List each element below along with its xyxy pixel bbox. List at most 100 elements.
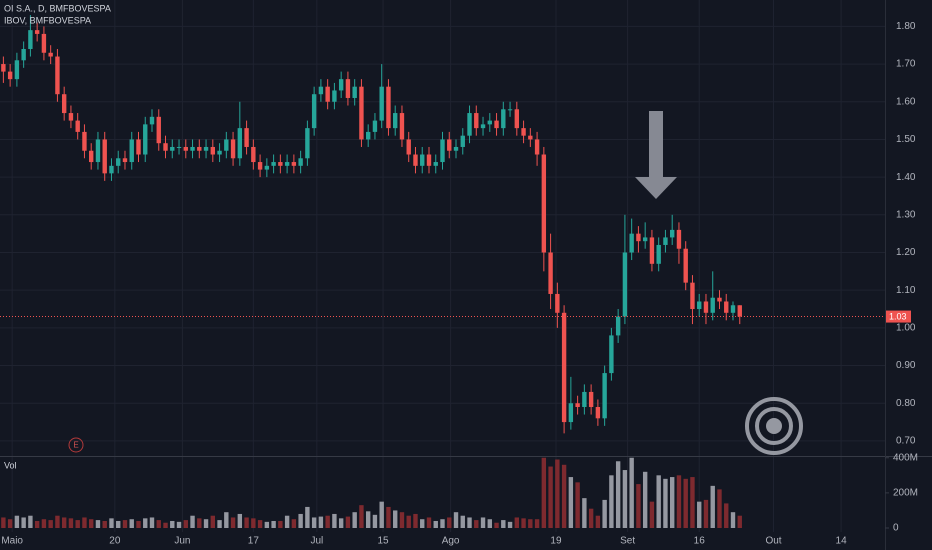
volume-bar [386,506,391,528]
volume-bar [129,519,134,528]
last-price-box [886,310,911,323]
candle-body [555,293,560,313]
candle-body [582,391,587,408]
volume-bar [298,513,303,528]
volume-bar [21,517,26,528]
candle-body [318,86,324,95]
candle-body [82,131,87,151]
volume-bar [237,513,243,528]
volume-bar [514,517,520,528]
candle-body [129,139,134,163]
candle-body [278,162,283,166]
volume-bar [467,517,472,528]
volume-bar [372,514,378,528]
volume-bar [325,515,330,528]
volume-bar [561,464,567,528]
volume-bar [82,517,87,528]
volume-bar [68,518,74,528]
volume-bar [440,519,445,528]
x-tick-label: Set [620,536,635,547]
y-tick-label: 1.50 [896,134,916,145]
volume-bar [143,518,148,528]
candle-body [176,146,182,148]
candle-body [514,109,520,129]
volume-bar [95,520,101,528]
volume-bar [683,478,688,528]
volume-tick-label: 400M [893,452,918,463]
svg-text:E: E [73,441,78,450]
volume-bar [41,519,47,528]
volume-label: Vol [4,460,17,470]
volume-bar [710,485,715,528]
y-tick-label: 1.30 [896,209,916,220]
y-tick-label: 1.20 [896,247,916,258]
volume-bar [622,470,628,528]
candle-body [642,237,648,242]
candle-body [359,86,364,140]
volume-bar [615,461,621,528]
candle-body [264,165,270,170]
candle-body [494,120,499,129]
candle-body [649,237,655,264]
y-tick-label: 1.40 [896,172,916,183]
candle-body [426,154,432,166]
candle-body [257,162,263,170]
candle-body [521,128,526,136]
volume-bar [669,477,675,528]
volume-bar [582,498,587,528]
candle-body [34,30,40,34]
candle-body [629,233,634,253]
volume-bar [359,505,364,528]
candle-body [609,335,614,374]
volume-bar [588,508,594,528]
volume-bar [663,478,668,528]
candle-body [237,128,243,159]
y-tick-label: 0.70 [896,436,916,447]
candle-body [413,154,418,166]
candle-body [588,391,594,408]
x-tick-label: 17 [248,536,260,547]
volume-bar [568,477,574,528]
y-tick-label: 1.60 [896,96,916,107]
volume-bar [61,517,67,528]
candle-body [420,154,425,166]
volume-bar [284,515,290,528]
candle-body [190,146,195,151]
volume-bar [136,520,141,528]
candle-body [372,120,378,132]
volume-bar [656,475,661,528]
volume-tick-label: 0 [893,523,899,534]
candle-body [95,139,101,163]
volume-bar [163,522,168,528]
candle-body [41,33,47,53]
candle-body [406,139,411,155]
volume-bar [420,519,425,528]
candle-body [156,116,161,144]
y-tick-label: 1.70 [896,59,916,70]
volume-bar [507,521,513,528]
candle-body [433,162,438,166]
volume-bar [460,515,465,528]
candle-body [332,90,337,102]
x-tick-label: 15 [377,536,389,547]
x-tick-label: Maio [1,536,23,547]
volume-bar [697,501,702,528]
candle-body [501,109,506,129]
volume-bar [555,459,560,528]
candle-body [656,244,661,264]
candle-body [89,150,94,163]
volume-bar [338,518,344,528]
volume-bar [737,515,742,528]
volume-bar [379,501,384,528]
volume-bar [217,520,222,528]
candle-body [737,305,742,317]
volume-bar [365,511,371,528]
candle-body [636,233,641,242]
x-tick-label: 19 [550,536,562,547]
candle-body [507,109,513,111]
candle-body [352,86,357,98]
volume-bar [406,515,411,528]
candle-body [311,94,317,129]
